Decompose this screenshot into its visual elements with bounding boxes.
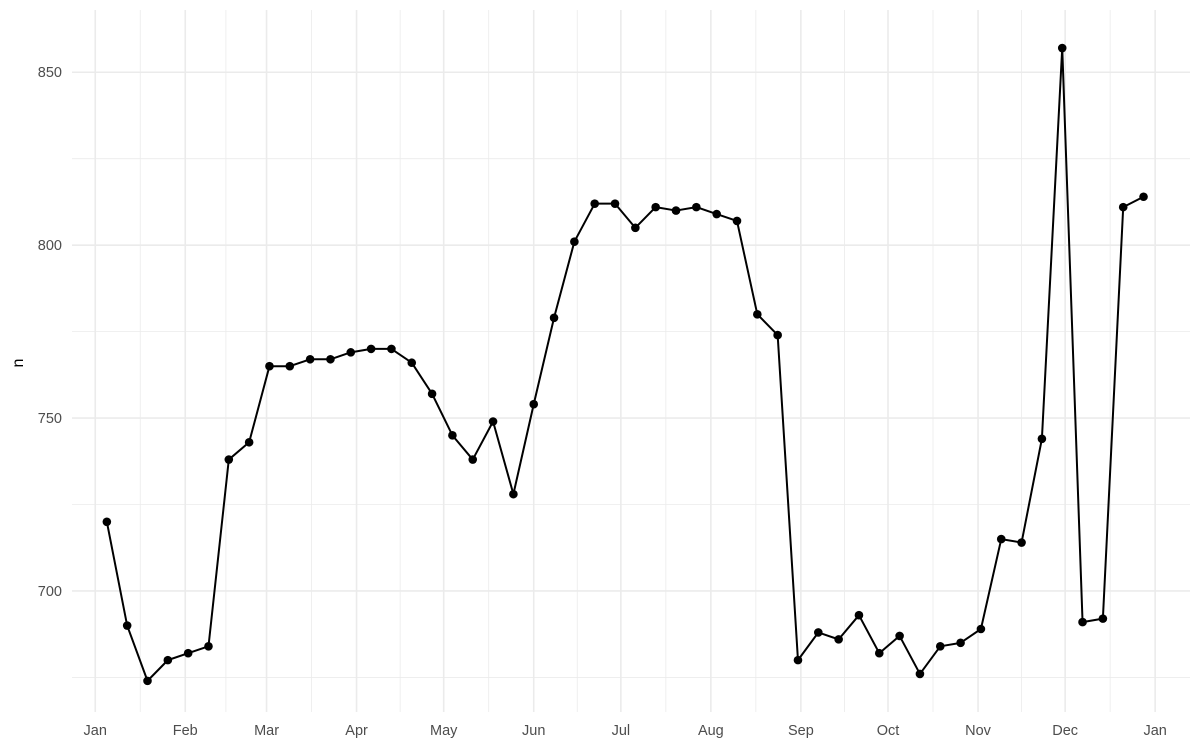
y-tick-label: 800 (38, 238, 62, 254)
data-point (732, 216, 742, 226)
y-tick-label: 750 (38, 411, 62, 427)
y-tick-label: 850 (38, 65, 62, 81)
x-tick-label: Oct (877, 723, 900, 739)
data-point (854, 610, 864, 620)
data-point (488, 417, 498, 426)
data-point (1078, 617, 1087, 627)
data-point (874, 648, 884, 658)
data-point (183, 648, 193, 658)
data-point (244, 437, 254, 447)
data-point (427, 389, 437, 399)
x-tick-label: Sep (788, 723, 814, 739)
data-point (996, 534, 1006, 544)
data-point (143, 676, 152, 686)
data-point (305, 354, 315, 364)
data-point (326, 354, 335, 364)
data-point (529, 399, 539, 409)
data-point (387, 344, 396, 354)
data-point (834, 635, 843, 644)
series-line-layer (105, 47, 1144, 682)
y-tick-label: 700 (38, 584, 62, 600)
y-axis-title: n (10, 359, 27, 368)
data-point (549, 313, 559, 323)
data-point (1139, 192, 1148, 202)
data-point (915, 669, 925, 679)
data-point (814, 628, 823, 637)
x-tick-label: Mar (254, 723, 279, 739)
data-point (407, 358, 417, 368)
x-tick-label: May (430, 723, 458, 739)
data-point (122, 621, 132, 630)
data-point (102, 517, 112, 527)
data-point (468, 455, 478, 464)
data-point (204, 641, 213, 651)
minor-gridlines (72, 10, 1190, 712)
data-point (773, 330, 782, 340)
y-axis-tick-labels: 700 750 800 850 (38, 65, 62, 600)
x-tick-label: Nov (965, 723, 992, 739)
data-point (712, 209, 721, 219)
data-point (285, 361, 295, 371)
data-point (631, 223, 640, 233)
data-point (570, 237, 579, 246)
data-point (753, 310, 762, 319)
x-tick-label: Jan (1143, 723, 1166, 739)
data-point (793, 655, 803, 665)
data-point (448, 431, 457, 440)
x-axis-tick-labels: Jan Feb Mar Apr May Jun Jul Aug Sep Oct Nov Dec Jan (84, 723, 1167, 739)
data-points (102, 43, 1148, 686)
data-point (163, 655, 173, 665)
data-point (1118, 202, 1128, 212)
data-point (692, 202, 701, 212)
data-point (935, 641, 945, 651)
data-point (976, 624, 986, 634)
data-point (671, 206, 681, 215)
data-point (1017, 538, 1026, 547)
x-tick-label: Jun (522, 723, 545, 739)
x-tick-label: Jul (612, 723, 631, 739)
data-point (610, 199, 620, 208)
data-point (1037, 434, 1047, 444)
data-point (956, 638, 965, 648)
x-tick-label: Feb (173, 723, 198, 739)
data-point (1057, 43, 1067, 53)
data-point (651, 202, 660, 212)
data-point (590, 199, 600, 208)
data-point (1098, 614, 1108, 623)
major-gridlines (72, 10, 1190, 712)
data-point (895, 631, 904, 641)
data-point (224, 455, 234, 464)
x-tick-label: Dec (1052, 723, 1078, 739)
series-line (105, 47, 1144, 682)
data-point (366, 344, 376, 354)
x-tick-label: Apr (345, 723, 368, 739)
x-tick-label: Jan (84, 723, 107, 739)
data-point (509, 489, 518, 499)
x-tick-label: Aug (698, 723, 724, 739)
data-point (265, 361, 274, 371)
data-point (346, 348, 356, 357)
